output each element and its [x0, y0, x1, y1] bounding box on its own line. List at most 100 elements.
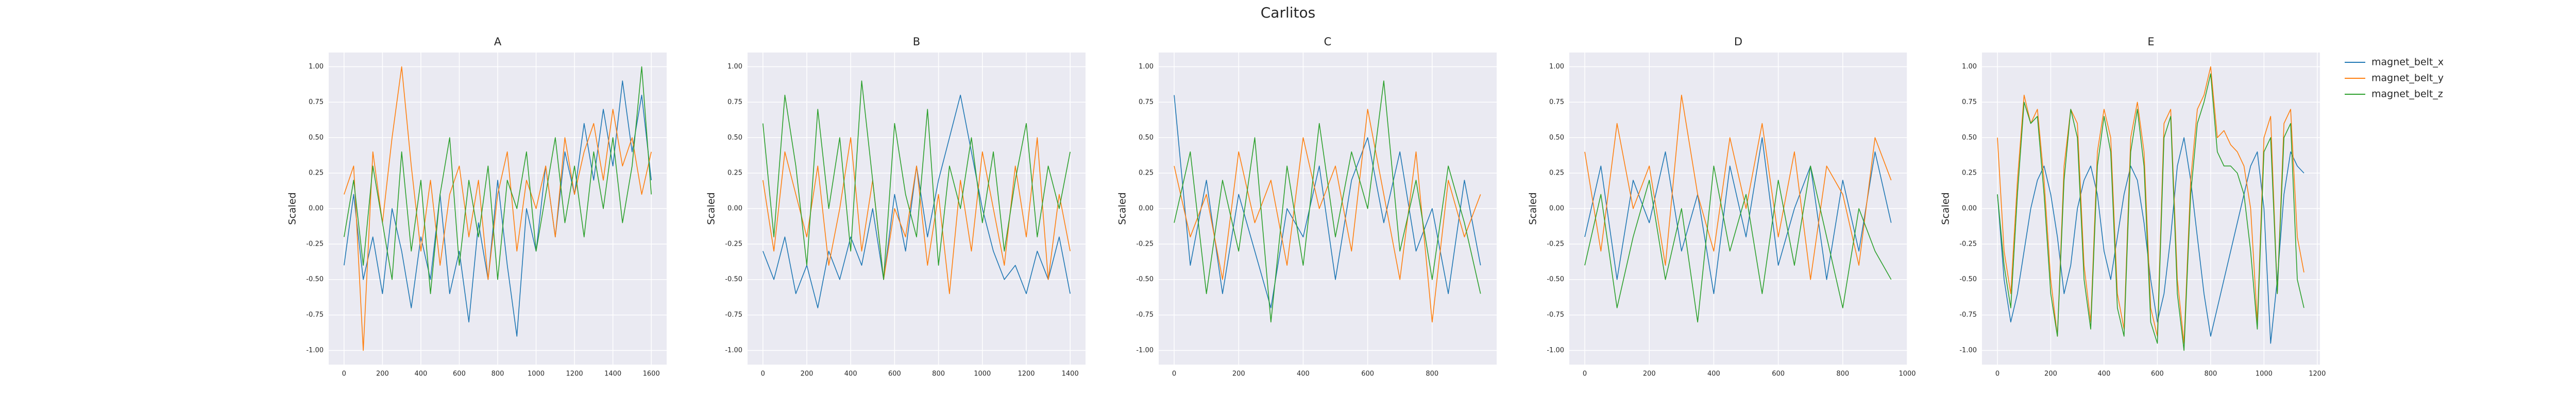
y-tick-label: 0.75 — [1549, 98, 1564, 106]
y-tick-label: 0.00 — [1139, 205, 1154, 213]
y-tick-label: 0.25 — [1549, 169, 1564, 177]
y-tick-label: 1.00 — [1549, 63, 1564, 71]
subplot-title: A — [494, 36, 502, 48]
x-tick-label: 1600 — [643, 370, 660, 378]
y-tick-label: -0.25 — [1136, 240, 1154, 248]
y-tick-label: 0.50 — [1962, 134, 1977, 142]
x-tick-label: 200 — [1232, 370, 1245, 378]
x-tick-label: 200 — [1643, 370, 1656, 378]
x-tick-label: 800 — [492, 370, 504, 378]
y-tick-label: -0.75 — [1959, 311, 1977, 319]
y-tick-label: -1.00 — [1547, 347, 1564, 354]
legend-label: magnet_belt_z — [2371, 89, 2443, 100]
y-tick-label: 0.25 — [727, 169, 742, 177]
y-axis-label: Scaled — [706, 192, 717, 225]
subplot: -1.00 -0.75 -0.50 -0.25 0.00 0.25 0.50 0.75 1.00… — [706, 36, 1086, 378]
data-line — [1584, 137, 1892, 295]
x-tick-label: 1200 — [2309, 370, 2326, 378]
x-tick-label: 1400 — [1062, 370, 1079, 378]
x-tick-label: 600 — [888, 370, 901, 378]
y-tick-label: -1.00 — [1136, 347, 1154, 354]
y-tick-label: -0.75 — [1136, 311, 1154, 319]
y-axis-label: Scaled — [1940, 192, 1952, 225]
y-tick-label: 0.25 — [1139, 169, 1154, 177]
x-tick-label: 0 — [1583, 370, 1587, 378]
data-line — [1174, 80, 1481, 323]
y-tick-label: 0.00 — [727, 205, 742, 213]
subplot: -1.00 -0.75 -0.50 -0.25 0.00 0.25 0.50 0.75 1.00… — [1940, 36, 2444, 378]
data-line — [1584, 94, 1892, 280]
data-line — [1174, 109, 1481, 323]
data-line — [1174, 95, 1481, 308]
y-axis-label: Scaled — [1117, 192, 1128, 225]
y-tick-label: -0.50 — [1136, 276, 1154, 283]
y-axis-label: Scaled — [287, 192, 298, 225]
legend-label: magnet_belt_y — [2371, 73, 2444, 84]
data-line — [762, 137, 1071, 295]
subplot: -1.00 -0.75 -0.50 -0.25 0.00 0.25 0.50 0.75 1.00… — [287, 36, 667, 378]
y-tick-label: -0.25 — [1547, 240, 1564, 248]
data-line — [1997, 137, 2304, 344]
y-tick-label: -0.25 — [1959, 240, 1977, 248]
y-tick-label: 0.25 — [309, 169, 324, 177]
y-tick-label: 1.00 — [1962, 63, 1977, 71]
y-tick-label: -0.75 — [1547, 311, 1564, 319]
y-tick-label: -0.75 — [725, 311, 742, 319]
subplot-title: C — [1324, 36, 1332, 48]
y-tick-label: 0.50 — [1549, 134, 1564, 142]
y-tick-label: 0.75 — [1139, 98, 1154, 106]
x-tick-label: 1000 — [528, 370, 545, 378]
y-tick-label: -0.50 — [1547, 276, 1564, 283]
subplot: -1.00 -0.75 -0.50 -0.25 0.00 0.25 0.50 0.75 1.00… — [1117, 36, 1497, 378]
data-group — [344, 66, 652, 351]
subplot-title: B — [913, 36, 920, 48]
data-line — [344, 66, 652, 351]
y-tick-label: 1.00 — [1139, 63, 1154, 71]
x-tick-label: 400 — [2098, 370, 2111, 378]
legend-label: magnet_belt_x — [2371, 57, 2444, 68]
x-tick-label: 0 — [761, 370, 765, 378]
y-tick-label: -1.00 — [725, 347, 742, 354]
y-tick-label: -1.00 — [1959, 347, 1977, 354]
y-tick-label: 1.00 — [727, 63, 742, 71]
subplot-title: E — [2147, 36, 2154, 48]
x-tick-label: 800 — [932, 370, 945, 378]
x-tick-label: 600 — [1772, 370, 1785, 378]
x-tick-label: 1200 — [566, 370, 583, 378]
y-tick-label: -0.50 — [725, 276, 742, 283]
x-tick-label: 400 — [1707, 370, 1720, 378]
x-tick-label: 400 — [844, 370, 857, 378]
x-tick-label: 600 — [2151, 370, 2164, 378]
y-tick-label: 0.75 — [309, 98, 324, 106]
y-tick-label: 0.00 — [1549, 205, 1564, 213]
y-tick-label: 0.50 — [309, 134, 324, 142]
x-tick-label: 800 — [1426, 370, 1438, 378]
y-tick-label: 0.75 — [727, 98, 742, 106]
x-tick-label: 800 — [1836, 370, 1849, 378]
x-tick-label: 0 — [1172, 370, 1176, 378]
x-tick-label: 200 — [376, 370, 389, 378]
subplot-title: D — [1734, 36, 1742, 48]
data-line — [762, 80, 1071, 280]
x-tick-label: 400 — [1297, 370, 1310, 378]
data-line — [1584, 165, 1892, 323]
y-tick-label: -0.50 — [306, 276, 324, 283]
x-tick-label: 1200 — [1018, 370, 1035, 378]
data-group — [762, 80, 1071, 308]
x-tick-label: 1000 — [1899, 370, 1916, 378]
data-line — [344, 80, 652, 337]
x-tick-label: 1000 — [974, 370, 991, 378]
x-tick-label: 1400 — [604, 370, 621, 378]
y-tick-label: 0.00 — [1962, 205, 1977, 213]
subplot: -1.00 -0.75 -0.50 -0.25 0.00 0.25 0.50 0.75 1.00… — [1528, 36, 1916, 378]
x-tick-label: 1000 — [2256, 370, 2273, 378]
x-tick-label: 0 — [1995, 370, 1999, 378]
data-line — [1997, 66, 2304, 344]
y-tick-label: 0.00 — [309, 205, 324, 213]
y-tick-label: 0.50 — [727, 134, 742, 142]
x-tick-label: 600 — [1361, 370, 1374, 378]
x-tick-label: 0 — [342, 370, 346, 378]
figure-title: Carlitos — [1261, 4, 1315, 21]
